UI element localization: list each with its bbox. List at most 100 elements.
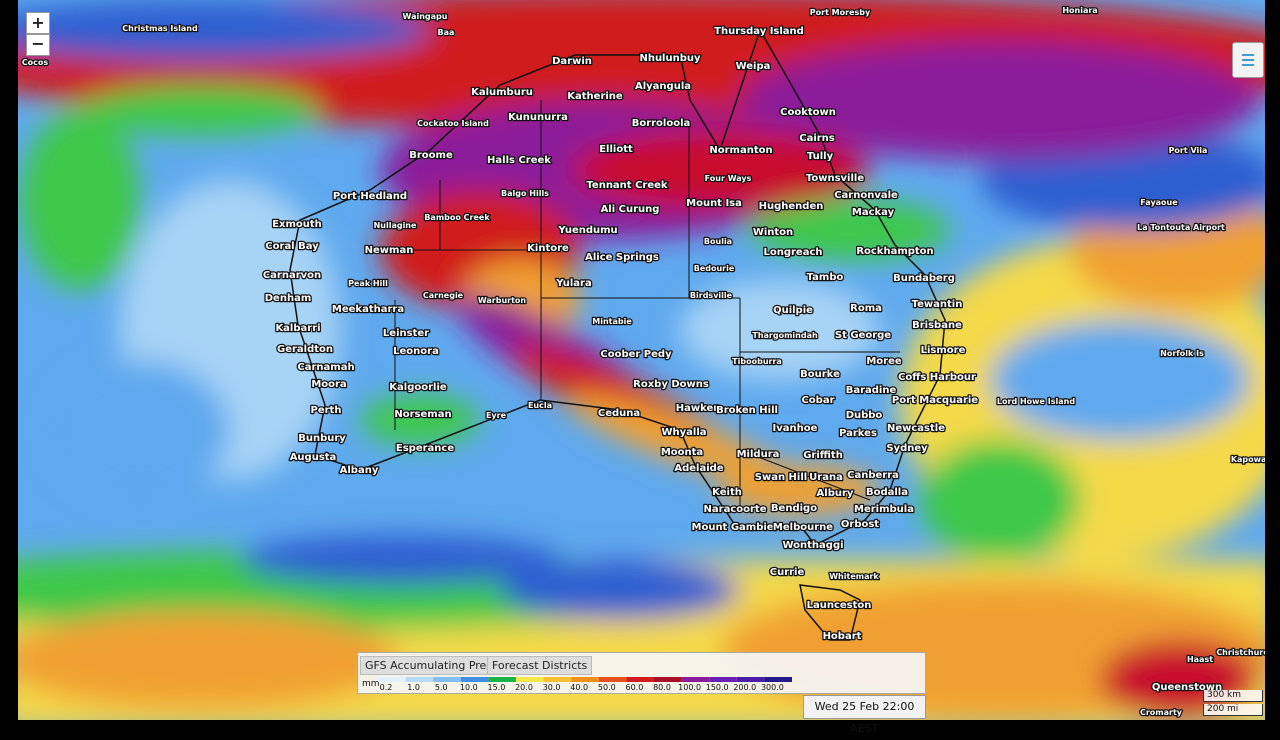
zoom-in[interactable]: + (26, 12, 50, 34)
zoom-out[interactable]: − (26, 34, 50, 56)
place-label: Rockhampton (856, 246, 933, 257)
layer-tab[interactable]: Forecast Districts (487, 656, 593, 675)
place-label: Cocos (22, 58, 49, 67)
tasmania (799, 584, 861, 641)
place-label: Elliott (599, 144, 633, 155)
place-label: Swan Hill (755, 472, 807, 483)
precip-field (18, 0, 1265, 720)
place-label: Hobart (823, 631, 862, 642)
place-label: Whitemark (829, 572, 879, 581)
place-labels: Christmas Island Waingapu Baa Port Moresby H… (21, 5, 1276, 719)
place-label: Albury (817, 488, 854, 499)
legend-label: 200.0 (733, 683, 756, 692)
place-label: Norseman (394, 409, 451, 420)
place-label: Borroloola (632, 118, 691, 129)
legend-label: 60.0 (625, 683, 643, 692)
place-label: Thargomindah (752, 331, 818, 340)
place-label: Carnarvon (263, 270, 321, 281)
place-label: Bodalla (866, 487, 908, 498)
place-label: Orbost (841, 519, 879, 530)
place-label: Weipa (736, 61, 771, 72)
letterbox (1265, 0, 1280, 720)
place-label: Kalbarri (275, 323, 320, 334)
place-label: Adelaide (674, 463, 723, 474)
place-label: Mintabie (592, 317, 632, 326)
place-label: Moora (311, 379, 346, 390)
place-label: St George (835, 330, 891, 341)
legend-label: 50.0 (598, 683, 616, 692)
layer-tab[interactable]: GFS Accumulating Precip (360, 656, 508, 675)
legend-swatch (378, 677, 406, 682)
place-label: Waingapu (403, 12, 448, 21)
place-label: Brisbane (912, 320, 962, 331)
place-label: Kintore (527, 243, 569, 254)
place-label: Broome (409, 150, 453, 161)
legend-label: 10.0 (460, 683, 478, 692)
place-label: Moonta (661, 447, 703, 458)
place-label: Ceduna (598, 408, 640, 419)
place-label: Alyangula (635, 81, 691, 92)
place-label: Townsville (806, 173, 864, 184)
legend-unit: mm (362, 679, 380, 689)
place-label: Fayaoue (1140, 198, 1178, 207)
place-label: Ivanhoe (773, 423, 818, 434)
place-label: Thursday Island (714, 26, 804, 37)
legend-swatch (764, 677, 792, 682)
place-label: Merimbula (854, 504, 914, 515)
scale-bar: 200 mi (1203, 704, 1263, 716)
place-label: Griffith (803, 450, 843, 461)
place-label: Baradine (846, 385, 897, 396)
place-label: Balgo Hills (501, 189, 549, 198)
place-label: Port Moresby (810, 8, 871, 17)
place-label: Katherine (567, 91, 623, 102)
place-label: Haast (1187, 655, 1213, 664)
place-label: Kununurra (508, 112, 568, 123)
place-label: Urana (809, 472, 843, 483)
place-label: Tennant Creek (586, 180, 667, 191)
timestamp: Wed 25 Feb 22:00 AEST (803, 695, 926, 735)
place-label: Carnegie (423, 291, 464, 300)
place-label: Carnamah (297, 362, 354, 373)
place-label: Coral Bay (265, 241, 319, 252)
place-label: Denham (265, 293, 312, 304)
place-label: Cockatoo Island (417, 119, 489, 128)
legend-swatch (736, 677, 765, 682)
place-label: Bourke (800, 369, 840, 380)
legend-label: 100.0 (678, 683, 701, 692)
place-label: Eucla (528, 401, 552, 410)
place-label: Melbourne (773, 522, 833, 533)
place-label: Currie (770, 567, 805, 578)
place-label: Christchurch (1216, 648, 1274, 657)
place-label: Cairns (799, 133, 835, 144)
place-label: Kapowai (1231, 455, 1270, 464)
place-label: Normanton (709, 145, 772, 156)
place-label: Parkes (839, 428, 877, 439)
layer-panel: GFS Accumulating Precip Forecast Distric… (357, 652, 926, 694)
place-label: Warburton (478, 296, 527, 305)
place-label: Alice Springs (585, 252, 659, 263)
legend-swatch (571, 677, 599, 682)
legend-label: 0.2 (380, 683, 393, 692)
place-label: Mount Gambier (692, 522, 779, 533)
place-label: Nullagine (374, 221, 417, 230)
place-label: Leonora (393, 346, 439, 357)
place-label: Hughenden (759, 201, 824, 212)
place-label: Moree (866, 356, 902, 367)
place-label: Tully (807, 151, 834, 162)
place-label: Coffs Harbour (898, 372, 976, 383)
menu-button[interactable] (1232, 42, 1264, 78)
place-label: Mount Isa (686, 198, 742, 209)
place-label: Port Hedland (333, 191, 407, 202)
legend-swatch (405, 677, 434, 682)
place-label: Honiara (1062, 6, 1097, 15)
place-label: Port Macquarie (892, 395, 978, 406)
place-label: Carnonvale (834, 190, 898, 201)
place-label: Sydney (886, 443, 928, 454)
legend-swatch (654, 677, 682, 682)
map: Christmas Island Waingapu Baa Port Moresby H… (18, 0, 1280, 720)
legend-label: 1.0 (407, 683, 420, 692)
place-label: Bundaberg (893, 273, 955, 284)
place-label: Esperance (396, 443, 454, 454)
place-label: Bunbury (298, 433, 346, 444)
place-label: Dubbo (846, 410, 883, 421)
